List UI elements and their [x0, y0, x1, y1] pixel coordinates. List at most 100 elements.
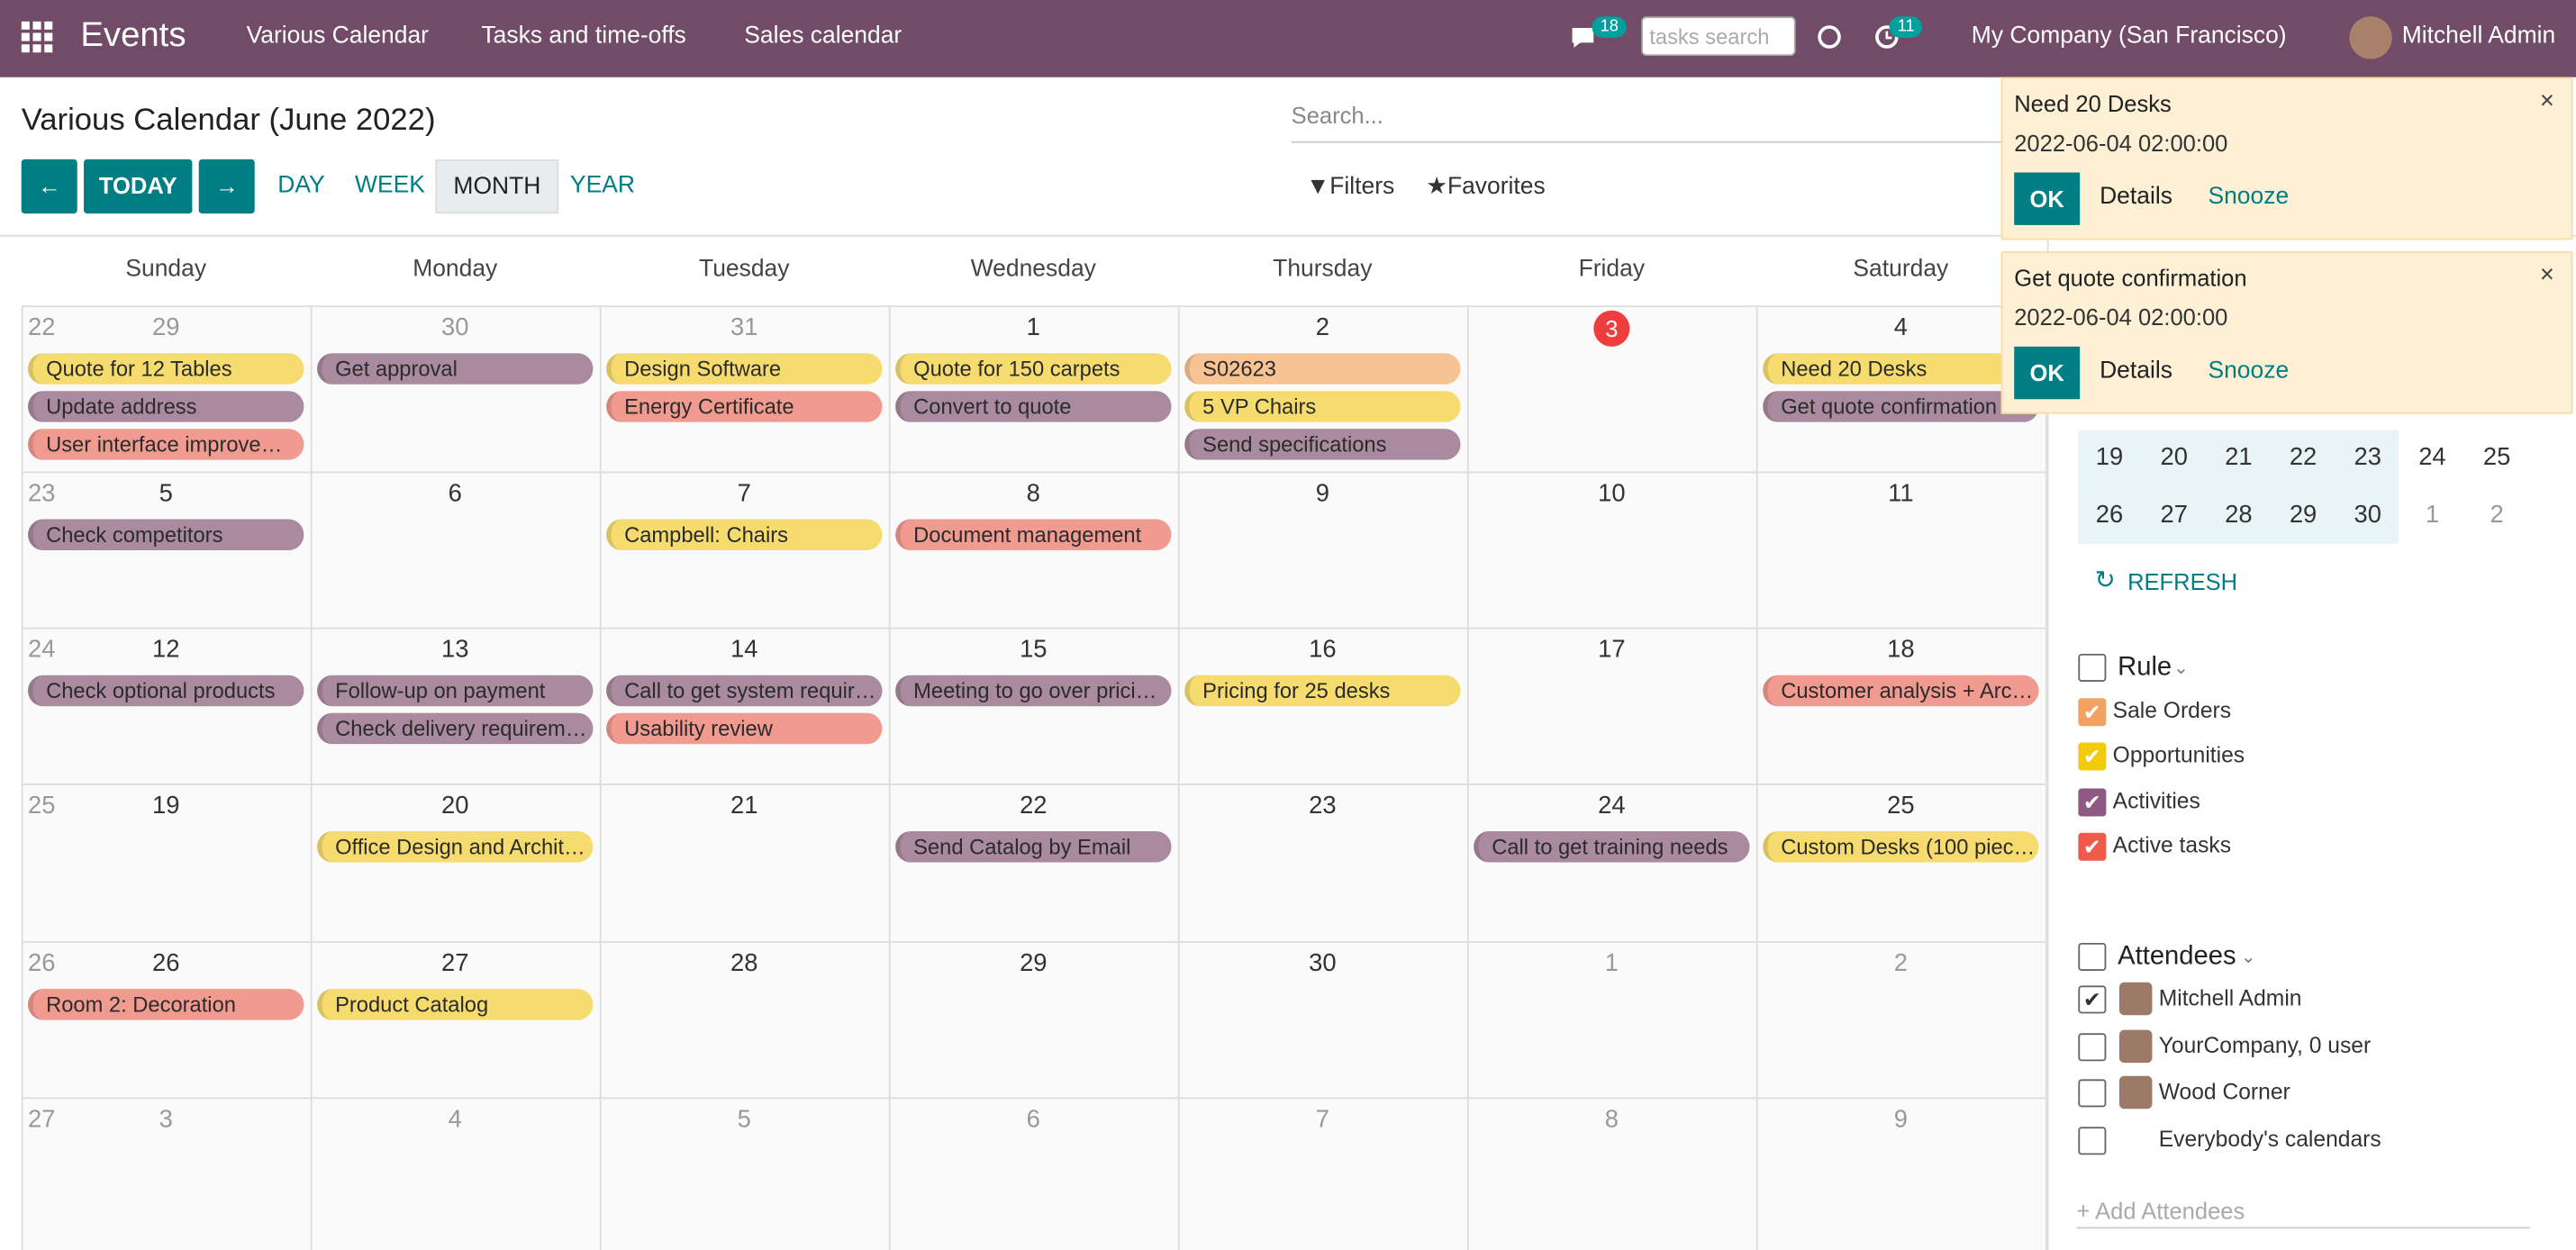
day-number[interactable]: 11 — [1888, 479, 1914, 508]
day-number[interactable]: 3 — [1605, 315, 1619, 342]
event[interactable]: Custom Desks (100 piec… — [1763, 830, 2039, 863]
caret[interactable]: ⌄ — [2240, 947, 2256, 968]
day-number[interactable]: 2 — [1315, 313, 1329, 342]
day-number[interactable]: 5 — [159, 479, 173, 508]
day-number[interactable]: 14 — [730, 635, 758, 664]
company[interactable]: My Company (San Francisco) — [1971, 23, 2287, 50]
checkbox[interactable] — [2078, 1080, 2107, 1109]
day-number[interactable]: 16 — [1309, 635, 1337, 664]
filter-label[interactable]: Activities — [2112, 787, 2200, 813]
event[interactable]: Customer analysis + Arc… — [1763, 675, 2039, 707]
event[interactable]: Need 20 Desks — [1763, 353, 2039, 385]
event[interactable]: Quote for 12 Tables — [28, 353, 304, 385]
next-button[interactable]: → — [198, 159, 255, 214]
details-button[interactable]: Details — [2100, 184, 2172, 211]
close-button[interactable]: × — [2539, 261, 2554, 290]
day-number[interactable]: 6 — [448, 479, 462, 508]
sync-icon[interactable] — [1816, 23, 1844, 51]
add-attendees[interactable]: + Add Attendees — [2076, 1198, 2530, 1229]
event[interactable]: Document management — [895, 519, 1172, 551]
mini-day[interactable]: 25 — [2482, 443, 2511, 472]
snooze-button[interactable]: Snooze — [2208, 184, 2290, 211]
ok-button[interactable]: OK — [2014, 346, 2081, 400]
day-number[interactable]: 8 — [1026, 479, 1040, 508]
day-number[interactable]: 3 — [159, 1105, 173, 1134]
filter-label[interactable]: Everybody's calendars — [2158, 1127, 2381, 1152]
apps-icon[interactable] — [21, 21, 53, 53]
mini-day[interactable]: 20 — [2160, 443, 2188, 472]
event[interactable]: Pricing for 25 desks — [1184, 675, 1461, 707]
mini-day[interactable]: 29 — [2289, 501, 2317, 530]
filter-label[interactable]: Active tasks — [2112, 832, 2232, 857]
day-number[interactable]: 1 — [1026, 313, 1040, 342]
day-number[interactable]: 30 — [441, 313, 469, 342]
filter-label[interactable]: Opportunities — [2112, 742, 2245, 768]
day-number[interactable]: 12 — [152, 635, 180, 664]
group-title[interactable]: Rule — [2118, 653, 2172, 682]
mini-day[interactable]: 28 — [2225, 501, 2253, 530]
filter-label[interactable]: Wood Corner — [2158, 1080, 2290, 1105]
event[interactable]: Update address — [28, 391, 304, 422]
details-button[interactable]: Details — [2100, 358, 2172, 385]
day-number[interactable]: 31 — [730, 313, 758, 342]
day-number[interactable]: 21 — [730, 792, 758, 820]
day-number[interactable]: 26 — [152, 949, 180, 978]
refresh-icon[interactable]: ↻ — [2094, 566, 2116, 595]
event[interactable]: S02623 — [1184, 353, 1461, 385]
mini-day[interactable]: 23 — [2354, 443, 2381, 472]
event[interactable]: Call to get training needs — [1474, 830, 1750, 863]
day-number[interactable]: 24 — [1598, 792, 1626, 820]
day-number[interactable]: 4 — [448, 1105, 462, 1134]
mini-day[interactable]: 27 — [2160, 501, 2188, 530]
checkbox[interactable] — [2078, 1127, 2107, 1155]
event[interactable]: Design Software — [606, 353, 883, 385]
day-number[interactable]: 28 — [730, 949, 758, 978]
filter-label[interactable]: Sale Orders — [2112, 698, 2232, 723]
checkbox[interactable]: ✔ — [2078, 787, 2107, 816]
event[interactable]: Room 2: Decoration — [28, 989, 304, 1020]
checkbox[interactable]: ✔ — [2078, 698, 2107, 727]
event[interactable]: Follow-up on payment — [317, 675, 594, 707]
day-number[interactable]: 18 — [1887, 635, 1915, 664]
checkbox[interactable]: ✔ — [2078, 832, 2107, 861]
event[interactable]: Product Catalog — [317, 989, 594, 1020]
close-button[interactable]: × — [2539, 86, 2554, 115]
day-number[interactable]: 17 — [1598, 635, 1626, 664]
day-number[interactable]: 4 — [1893, 313, 1908, 342]
tasks-search[interactable]: tasks search — [1641, 16, 1796, 57]
day-number[interactable]: 13 — [441, 635, 469, 664]
event[interactable]: Get quote confirmation — [1763, 391, 2039, 422]
day-number[interactable]: 7 — [1315, 1105, 1329, 1134]
day-number[interactable]: 6 — [1026, 1105, 1040, 1134]
menu-item[interactable]: Sales calendar — [744, 23, 903, 50]
day-number[interactable]: 30 — [1309, 949, 1337, 978]
checkbox[interactable] — [2078, 1032, 2107, 1061]
day-number[interactable]: 22 — [1020, 792, 1048, 820]
prev-button[interactable]: ← — [21, 159, 77, 214]
mini-day[interactable]: 19 — [2095, 443, 2124, 472]
day-number[interactable]: 27 — [441, 949, 469, 978]
event[interactable]: Campbell: Chairs — [606, 519, 883, 551]
day-number[interactable]: 2 — [1893, 949, 1908, 978]
scale-button[interactable]: DAY — [277, 172, 325, 199]
day-number[interactable]: 1 — [1604, 949, 1619, 978]
user-name[interactable]: Mitchell Admin — [2401, 23, 2556, 50]
mini-day[interactable]: 26 — [2095, 501, 2124, 530]
mini-day[interactable]: 1 — [2425, 501, 2440, 530]
day-number[interactable]: 29 — [152, 313, 180, 342]
chat-icon[interactable] — [1569, 24, 1599, 50]
filters[interactable]: ▼Filters — [1306, 174, 1394, 200]
filter-label[interactable]: YourCompany, 0 user — [2158, 1032, 2372, 1058]
event[interactable]: Send Catalog by Email — [895, 830, 1172, 863]
caret[interactable]: ⌄ — [2173, 658, 2189, 679]
mini-day[interactable]: 30 — [2354, 501, 2381, 530]
today-button[interactable]: TODAY — [84, 159, 193, 214]
event[interactable]: Energy Certificate — [606, 391, 883, 422]
day-number[interactable]: 9 — [1893, 1105, 1908, 1134]
event[interactable]: Usability review — [606, 712, 883, 745]
ok-button[interactable]: OK — [2014, 172, 2081, 225]
favorites[interactable]: ★Favorites — [1426, 174, 1545, 200]
event[interactable]: User interface improve… — [28, 429, 304, 460]
refresh[interactable]: REFRESH — [2127, 568, 2238, 595]
checkbox[interactable]: ✔ — [2078, 742, 2107, 771]
